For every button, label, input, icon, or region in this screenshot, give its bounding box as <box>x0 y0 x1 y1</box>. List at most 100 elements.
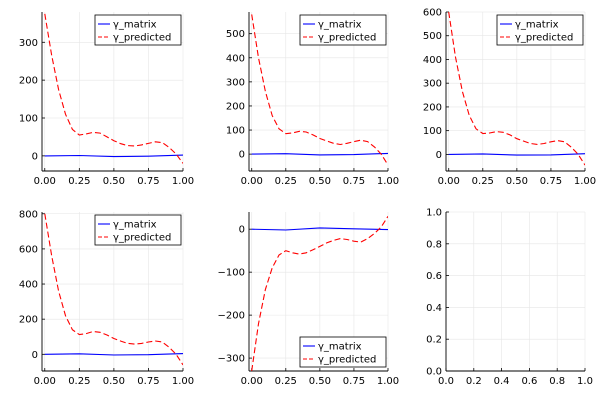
x-tick-label: 0.00 <box>438 176 460 187</box>
x-tick-label: 0.25 <box>472 176 494 187</box>
legend-label: γ_matrix <box>515 20 559 31</box>
x-tick-label: 0.75 <box>343 376 365 387</box>
legend-box <box>94 214 182 246</box>
y-tick-label: 400 <box>226 53 245 64</box>
y-tick-label: 200 <box>19 315 38 326</box>
x-tick-label: 0.6 <box>521 376 537 387</box>
legend-label: γ_predicted <box>318 355 376 366</box>
y-tick-label: 0.4 <box>426 303 442 314</box>
x-tick-label: 0.0 <box>438 376 454 387</box>
series-line-gamma-predicted <box>44 13 183 164</box>
legend-label: γ_matrix <box>318 20 362 31</box>
subplot-3: 0.00 0.25 0.50 0.75 1.00 0 100 200 300 400 500 600 γ… <box>423 8 596 188</box>
legend-label: γ_matrix <box>113 20 157 31</box>
legend: γ_matrix γ_predicted <box>94 14 182 46</box>
y-tick-label: 800 <box>19 209 38 220</box>
x-tick-label: 0.75 <box>540 176 562 187</box>
y-tick-label: −100 <box>218 268 245 279</box>
y-tick-label: 0.8 <box>426 239 442 250</box>
series-line-gamma-matrix <box>251 227 388 231</box>
x-tick-label: 0.8 <box>549 376 565 387</box>
series-line-gamma-predicted <box>44 213 183 366</box>
y-tick-label: 0 <box>32 350 38 361</box>
legend-box <box>299 336 387 368</box>
subplot-5: 0.00 0.25 0.50 0.75 1.00 −300 −200 −100 0 γ_matri… <box>218 212 399 387</box>
y-tick-label: 500 <box>423 31 442 42</box>
x-tick-label: 1.00 <box>172 376 194 387</box>
series-line-gamma-matrix <box>251 152 388 156</box>
y-tick-label: 0 <box>32 151 38 162</box>
series-line-gamma-predicted <box>251 14 388 166</box>
x-tick-label: 0.4 <box>494 376 510 387</box>
y-tick-label: 1.0 <box>426 208 442 219</box>
series-line-gamma-matrix <box>448 153 585 156</box>
legend: γ_matrix γ_predicted <box>496 14 584 46</box>
legend-label: γ_predicted <box>113 33 171 44</box>
legend-box <box>496 14 584 46</box>
y-tick-label: 600 <box>423 8 442 19</box>
y-tick-label: 0 <box>239 150 245 161</box>
y-tick-label: 0 <box>436 150 442 161</box>
x-tick-label: 0.50 <box>103 176 125 187</box>
x-tick-label: 0.50 <box>309 376 331 387</box>
series-line-gamma-matrix <box>44 353 183 356</box>
y-tick-label: 0.6 <box>426 271 442 282</box>
x-tick-label: 0.50 <box>506 176 528 187</box>
subplot-1: 0.00 0.25 0.50 0.75 1.000100200300γ_matrixγ_… <box>19 12 194 187</box>
y-tick-label: 0.0 <box>426 367 442 378</box>
y-tick-label: 400 <box>423 55 442 66</box>
x-tick-label: 0.25 <box>68 176 90 187</box>
x-tick-label: 1.00 <box>377 376 399 387</box>
x-tick-label: 1.00 <box>377 176 399 187</box>
y-tick-label: 200 <box>19 76 38 87</box>
legend-label: γ_predicted <box>113 233 171 244</box>
legend: γ_matrix γ_predicted <box>299 336 387 368</box>
x-tick-label: 0.75 <box>343 176 365 187</box>
series-line-gamma-predicted <box>251 216 388 371</box>
x-tick-label: 0.25 <box>68 376 90 387</box>
y-tick-label: 100 <box>19 114 38 125</box>
x-tick-label: 0.2 <box>466 376 482 387</box>
subplot-4: 0.00 0.25 0.50 0.75 1.00 0 200 400 600 800 γ_matri… <box>19 209 194 387</box>
series-line-gamma-predicted <box>448 12 585 166</box>
x-tick-label: 0.00 <box>34 376 56 387</box>
y-tick-label: 100 <box>226 126 245 137</box>
x-tick-label: 1.00 <box>172 176 194 187</box>
y-tick-label: 0.2 <box>426 335 442 346</box>
series-line-gamma-matrix <box>44 154 183 158</box>
y-tick-label: 200 <box>226 101 245 112</box>
x-tick-label: 1.00 <box>574 176 596 187</box>
x-tick-label: 0.75 <box>137 176 159 187</box>
x-tick-label: 0.00 <box>241 376 263 387</box>
y-tick-label: 300 <box>423 79 442 90</box>
legend: γ_matrix γ_predicted <box>94 214 182 246</box>
x-tick-label: 0.25 <box>275 376 297 387</box>
y-tick-label: 100 <box>423 126 442 137</box>
legend-box <box>94 14 182 46</box>
y-tick-label: 0 <box>239 225 245 236</box>
y-tick-label: 200 <box>423 102 442 113</box>
legend-label: γ_predicted <box>318 33 376 44</box>
y-tick-label: 400 <box>19 280 38 291</box>
subplot-6: 0.0 0.2 0.4 0.6 0.8 1.0 0.0 0.2 0.4 0.6 0.8 1.0 <box>426 208 593 388</box>
y-tick-label: −300 <box>218 354 245 365</box>
x-tick-label: 1.0 <box>577 376 593 387</box>
legend-label: γ_matrix <box>113 220 157 231</box>
x-tick-label: 0.50 <box>309 176 331 187</box>
legend-label: γ_matrix <box>318 342 362 353</box>
legend-label: γ_predicted <box>515 33 573 44</box>
y-tick-label: 500 <box>226 29 245 40</box>
x-tick-label: 0.00 <box>241 176 263 187</box>
y-tick-label: 600 <box>19 244 38 255</box>
subplot-2: 0.00 0.25 0.50 0.75 1.00 0 100 200 300 400 500 γ_ma… <box>226 12 399 187</box>
x-tick-label: 0.25 <box>275 176 297 187</box>
y-tick-label: 300 <box>19 38 38 49</box>
x-tick-label: 0.00 <box>34 176 56 187</box>
legend: γ_matrix γ_predicted <box>299 14 387 46</box>
x-tick-label: 0.75 <box>137 376 159 387</box>
y-tick-label: 300 <box>226 77 245 88</box>
legend-box <box>299 14 387 46</box>
x-tick-label: 0.50 <box>103 376 125 387</box>
y-tick-label: −200 <box>218 311 245 322</box>
